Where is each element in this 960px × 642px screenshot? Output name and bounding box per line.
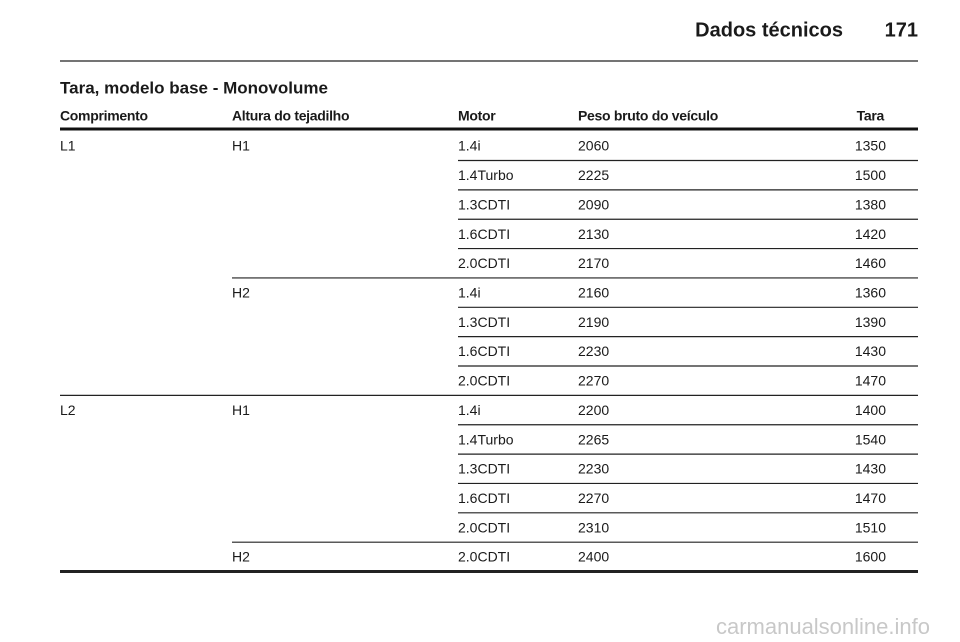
motor-cell: 1.4i <box>458 402 481 418</box>
weight-cell: 2200 <box>578 402 609 418</box>
tara-cell: 1470 <box>855 490 886 506</box>
header-title: Dados técnicos <box>695 19 843 41</box>
section-title: Tara, modelo base - Monovolume <box>60 78 328 97</box>
tara-cell: 1600 <box>855 549 886 565</box>
motor-cell: 2.0CDTI <box>458 373 510 389</box>
page-number: 171 <box>885 19 918 41</box>
weight-cell: 2160 <box>578 285 609 301</box>
tara-cell: 1350 <box>855 138 886 154</box>
motor-cell: 2.0CDTI <box>458 549 510 565</box>
tara-cell: 1360 <box>855 285 886 301</box>
height-cell: H2 <box>232 285 250 301</box>
column-header: Comprimento <box>60 108 148 124</box>
tara-cell: 1400 <box>855 402 886 418</box>
weight-cell: 2225 <box>578 167 609 183</box>
motor-cell: 1.6CDTI <box>458 490 510 506</box>
column-header: Tara <box>857 108 885 124</box>
tara-cell: 1470 <box>855 373 886 389</box>
tara-cell: 1420 <box>855 226 886 242</box>
weight-cell: 2270 <box>578 490 609 506</box>
motor-cell: 1.4i <box>458 138 481 154</box>
motor-cell: 1.4i <box>458 285 481 301</box>
motor-cell: 1.4Turbo <box>458 431 514 447</box>
weight-cell: 2265 <box>578 431 609 447</box>
length-cell: L1 <box>60 138 76 154</box>
height-cell: H2 <box>232 549 250 565</box>
tara-cell: 1540 <box>855 431 886 447</box>
motor-cell: 1.3CDTI <box>458 314 510 330</box>
tara-cell: 1430 <box>855 461 886 477</box>
weight-cell: 2060 <box>578 138 609 154</box>
weight-cell: 2090 <box>578 196 609 212</box>
weight-cell: 2400 <box>578 549 609 565</box>
motor-cell: 2.0CDTI <box>458 255 510 271</box>
motor-cell: 1.4Turbo <box>458 167 514 183</box>
tara-cell: 1460 <box>855 255 886 271</box>
motor-cell: 2.0CDTI <box>458 519 510 535</box>
weight-cell: 2170 <box>578 255 609 271</box>
weight-cell: 2130 <box>578 226 609 242</box>
weight-cell: 2270 <box>578 373 609 389</box>
height-cell: H1 <box>232 402 250 418</box>
motor-cell: 1.6CDTI <box>458 226 510 242</box>
tara-cell: 1510 <box>855 519 886 535</box>
tara-cell: 1390 <box>855 314 886 330</box>
tara-cell: 1500 <box>855 167 886 183</box>
motor-cell: 1.3CDTI <box>458 461 510 477</box>
watermark: carmanualsonline.info <box>716 614 930 639</box>
column-header: Altura do tejadilho <box>232 108 349 124</box>
column-header: Peso bruto do veículo <box>578 108 718 124</box>
motor-cell: 1.3CDTI <box>458 196 510 212</box>
weight-cell: 2310 <box>578 519 609 535</box>
column-header: Motor <box>458 108 496 124</box>
weight-cell: 2230 <box>578 461 609 477</box>
motor-cell: 1.6CDTI <box>458 343 510 359</box>
tara-cell: 1380 <box>855 196 886 212</box>
length-cell: L2 <box>60 402 76 418</box>
tara-cell: 1430 <box>855 343 886 359</box>
weight-cell: 2230 <box>578 343 609 359</box>
weight-cell: 2190 <box>578 314 609 330</box>
height-cell: H1 <box>232 138 250 154</box>
